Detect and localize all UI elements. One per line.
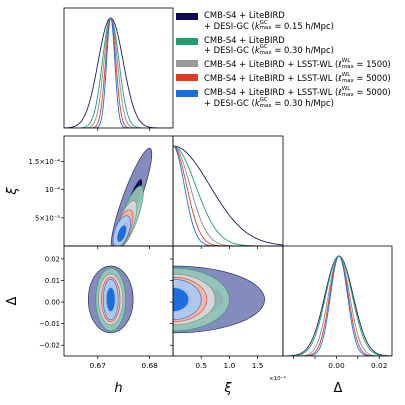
legend-label: CMB-S4 + LiteBIRD + LSST-WL (ℓ WL max = 50…	[204, 72, 391, 84]
y-tick-label-delta: 0.02	[45, 255, 60, 263]
marginal-curve-series-1	[173, 145, 283, 246]
legend: CMB-S4 + LiteBIRD + DESI-GC (k GC max = 0.1…	[176, 10, 402, 112]
x-tick-label-xi: 1.0	[224, 361, 236, 370]
legend-item-series-4: CMB-S4 + LiteBIRD + LSST-WL (ℓ WL max = 50…	[176, 72, 402, 84]
x-axis-label-xi: ξ	[223, 381, 232, 396]
y-axis-label-delta: Δ	[5, 296, 20, 305]
contour-68-series-5	[117, 225, 127, 242]
y-tick-label-xi: 1.5×10⁻⁴	[29, 158, 61, 166]
contour-68-series-5	[173, 287, 189, 312]
x-tick-label-h: 0.67	[90, 361, 107, 370]
x-scale-label-xi: ×10⁻⁴	[269, 375, 287, 382]
x-tick-label-h: 0.68	[141, 361, 158, 370]
x-tick-label-xi: 0.5	[195, 361, 207, 370]
legend-item-series-1: CMB-S4 + LiteBIRD + DESI-GC (k GC max = 0.1…	[176, 10, 402, 32]
x-tick-label-delta: 0.00	[328, 361, 345, 370]
y-tick-label-delta: 0.01	[45, 277, 60, 285]
marginal-curve-series-4	[64, 17, 173, 128]
legend-item-series-3: CMB-S4 + LiteBIRD + LSST-WL (ℓ WL max = 15…	[176, 58, 402, 70]
panel-frame	[63, 7, 174, 129]
x-axis-label-delta: Δ	[334, 381, 343, 396]
x-tick-label-xi: 1.5	[252, 361, 264, 370]
y-axis-label-xi: ξ	[5, 187, 20, 196]
legend-swatch	[176, 13, 198, 20]
legend-swatch	[176, 74, 198, 81]
legend-swatch	[176, 60, 198, 67]
legend-swatch	[176, 37, 198, 45]
panel-background	[283, 246, 392, 356]
x-tick-label-delta: 0.02	[371, 361, 387, 370]
legend-swatch	[176, 90, 198, 97]
marginal-curve-series-3	[173, 145, 283, 246]
panel-background	[173, 136, 283, 246]
legend-label: CMB-S4 + LiteBIRD + DESI-GC (k GC max = 0.1…	[204, 10, 334, 31]
panel-frame	[282, 245, 393, 357]
y-tick-label-delta: −0.02	[39, 342, 60, 350]
legend-item-series-2: CMB-S4 + LiteBIRD + DESI-GC (k GC max = 0.3…	[176, 35, 402, 57]
contour-68-series-5	[106, 287, 115, 312]
marginal-curve-series-5	[64, 17, 173, 128]
y-tick-label-delta: 0.00	[45, 299, 60, 307]
legend-label: CMB-S4 + LiteBIRD + LSST-WL (ℓ WL max = 50…	[204, 86, 391, 109]
legend-label: CMB-S4 + LiteBIRD + DESI-GC (k GC max = 0.3…	[204, 34, 334, 56]
y-tick-label-xi: 10⁻⁴	[45, 186, 60, 194]
y-tick-label-xi: 5×10⁻⁵	[35, 214, 60, 222]
y-tick-label-delta: −0.01	[39, 320, 60, 328]
legend-item-series-5: CMB-S4 + LiteBIRD + LSST-WL (ℓ WL max = 50…	[176, 86, 402, 109]
marginal-curve-series-5	[173, 145, 283, 246]
legend-label: CMB-S4 + LiteBIRD + LSST-WL (ℓ WL max = 15…	[204, 58, 391, 70]
x-axis-label-h: h	[114, 381, 122, 396]
